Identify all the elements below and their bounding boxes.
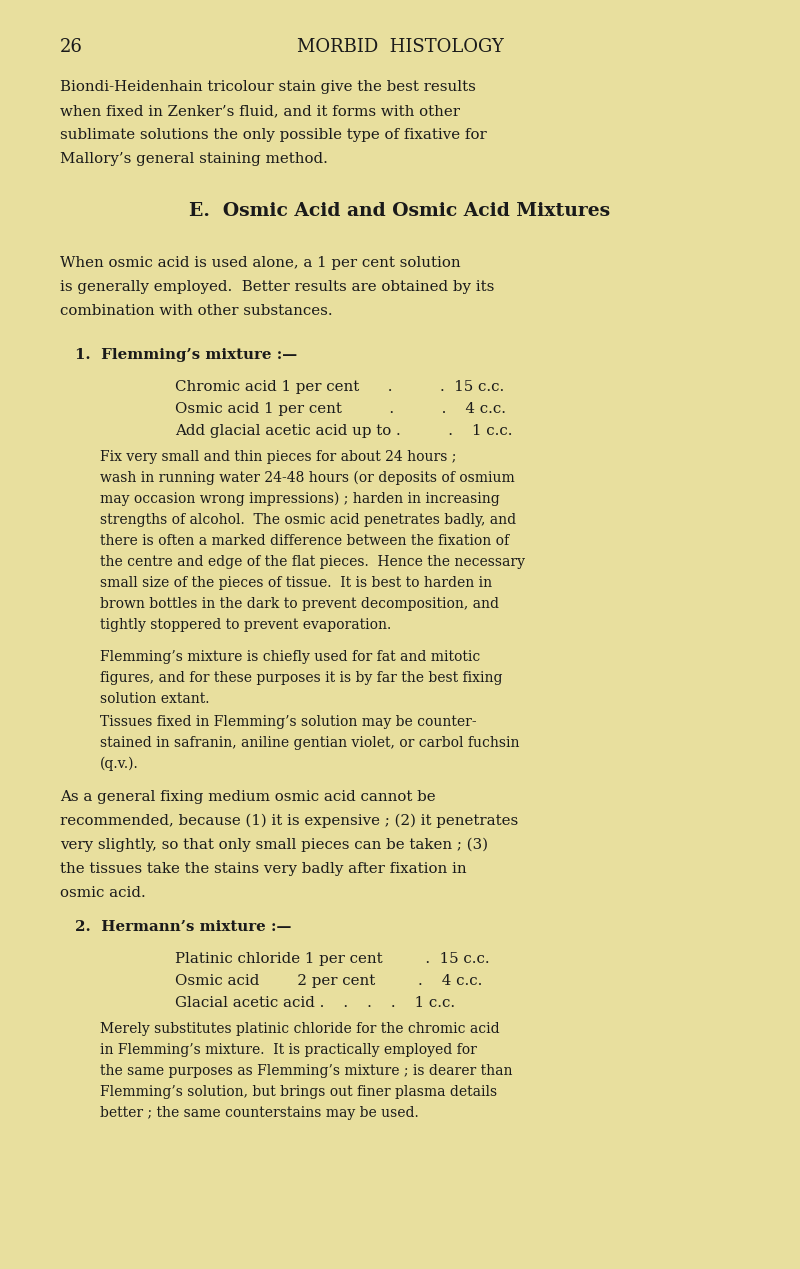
Text: osmic acid.: osmic acid. (60, 886, 146, 900)
Text: Platinic chloride 1 per cent         .  15 c.c.: Platinic chloride 1 per cent . 15 c.c. (175, 952, 490, 966)
Text: 2.  Hermann’s mixture :—: 2. Hermann’s mixture :— (75, 920, 291, 934)
Text: small size of the pieces of tissue.  It is best to harden in: small size of the pieces of tissue. It i… (100, 576, 492, 590)
Text: Glacial acetic acid .    .    .    .    1 c.c.: Glacial acetic acid . . . . 1 c.c. (175, 996, 455, 1010)
Text: Flemming’s solution, but brings out finer plasma details: Flemming’s solution, but brings out fine… (100, 1085, 497, 1099)
Text: strengths of alcohol.  The osmic acid penetrates badly, and: strengths of alcohol. The osmic acid pen… (100, 513, 516, 527)
Text: better ; the same counterstains may be used.: better ; the same counterstains may be u… (100, 1107, 418, 1121)
Text: As a general fixing medium osmic acid cannot be: As a general fixing medium osmic acid ca… (60, 791, 436, 805)
Text: Fix very small and thin pieces for about 24 hours ;: Fix very small and thin pieces for about… (100, 450, 456, 464)
Text: Osmic acid 1 per cent          .          .    4 c.c.: Osmic acid 1 per cent . . 4 c.c. (175, 402, 506, 416)
Text: there is often a marked difference between the fixation of: there is often a marked difference betwe… (100, 534, 509, 548)
Text: Biondi-Heidenhain tricolour stain give the best results: Biondi-Heidenhain tricolour stain give t… (60, 80, 476, 94)
Text: Flemming’s mixture is chiefly used for fat and mitotic: Flemming’s mixture is chiefly used for f… (100, 650, 480, 664)
Text: Merely substitutes platinic chloride for the chromic acid: Merely substitutes platinic chloride for… (100, 1022, 500, 1036)
Text: when fixed in Zenker’s fluid, and it forms with other: when fixed in Zenker’s fluid, and it for… (60, 104, 460, 118)
Text: stained in safranin, aniline gentian violet, or carbol fuchsin: stained in safranin, aniline gentian vio… (100, 736, 519, 750)
Text: is generally employed.  Better results are obtained by its: is generally employed. Better results ar… (60, 280, 494, 294)
Text: wash in running water 24-48 hours (or deposits of osmium: wash in running water 24-48 hours (or de… (100, 471, 514, 485)
Text: Osmic acid        2 per cent         .    4 c.c.: Osmic acid 2 per cent . 4 c.c. (175, 975, 482, 989)
Text: solution extant.: solution extant. (100, 692, 210, 706)
Text: 26: 26 (60, 38, 83, 56)
Text: When osmic acid is used alone, a 1 per cent solution: When osmic acid is used alone, a 1 per c… (60, 256, 461, 270)
Text: 1.  Flemming’s mixture :—: 1. Flemming’s mixture :— (75, 348, 297, 362)
Text: combination with other substances.: combination with other substances. (60, 305, 333, 319)
Text: brown bottles in the dark to prevent decomposition, and: brown bottles in the dark to prevent dec… (100, 596, 499, 610)
Text: Tissues fixed in Flemming’s solution may be counter-: Tissues fixed in Flemming’s solution may… (100, 714, 477, 728)
Text: the tissues take the stains very badly after fixation in: the tissues take the stains very badly a… (60, 862, 466, 876)
Text: Chromic acid 1 per cent      .          .  15 c.c.: Chromic acid 1 per cent . . 15 c.c. (175, 379, 504, 393)
Text: in Flemming’s mixture.  It is practically employed for: in Flemming’s mixture. It is practically… (100, 1043, 477, 1057)
Text: Mallory’s general staining method.: Mallory’s general staining method. (60, 152, 328, 166)
Text: very slightly, so that only small pieces can be taken ; (3): very slightly, so that only small pieces… (60, 838, 488, 853)
Text: the same purposes as Flemming’s mixture ; is dearer than: the same purposes as Flemming’s mixture … (100, 1063, 513, 1077)
Text: figures, and for these purposes it is by far the best fixing: figures, and for these purposes it is by… (100, 671, 502, 685)
Text: may occasion wrong impressions) ; harden in increasing: may occasion wrong impressions) ; harden… (100, 492, 500, 506)
Text: E.  Osmic Acid and Osmic Acid Mixtures: E. Osmic Acid and Osmic Acid Mixtures (190, 202, 610, 220)
Text: the centre and edge of the flat pieces.  Hence the necessary: the centre and edge of the flat pieces. … (100, 555, 525, 569)
Text: (q.v.).: (q.v.). (100, 758, 138, 772)
Text: sublimate solutions the only possible type of fixative for: sublimate solutions the only possible ty… (60, 128, 486, 142)
Text: Add glacial acetic acid up to .          .    1 c.c.: Add glacial acetic acid up to . . 1 c.c. (175, 424, 513, 438)
Text: tightly stoppered to prevent evaporation.: tightly stoppered to prevent evaporation… (100, 618, 391, 632)
Text: MORBID  HISTOLOGY: MORBID HISTOLOGY (297, 38, 503, 56)
Text: recommended, because (1) it is expensive ; (2) it penetrates: recommended, because (1) it is expensive… (60, 813, 518, 829)
